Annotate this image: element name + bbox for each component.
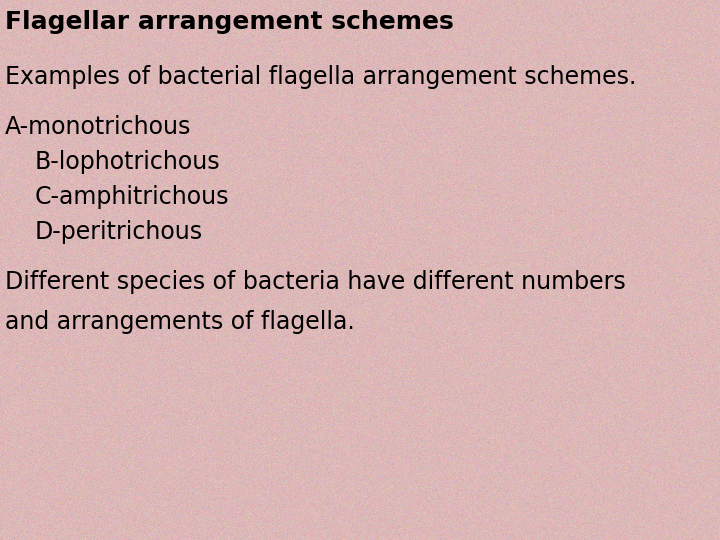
Text: D-peritrichous: D-peritrichous	[35, 220, 203, 244]
Text: and arrangements of flagella.: and arrangements of flagella.	[5, 310, 355, 334]
Text: B-lophotrichous: B-lophotrichous	[35, 150, 220, 174]
Text: Flagellar arrangement schemes: Flagellar arrangement schemes	[5, 10, 454, 34]
Text: Examples of bacterial flagella arrangement schemes.: Examples of bacterial flagella arrangeme…	[5, 65, 636, 89]
Text: Different species of bacteria have different numbers: Different species of bacteria have diffe…	[5, 270, 626, 294]
Text: C-amphitrichous: C-amphitrichous	[35, 185, 230, 209]
Text: A-monotrichous: A-monotrichous	[5, 115, 192, 139]
